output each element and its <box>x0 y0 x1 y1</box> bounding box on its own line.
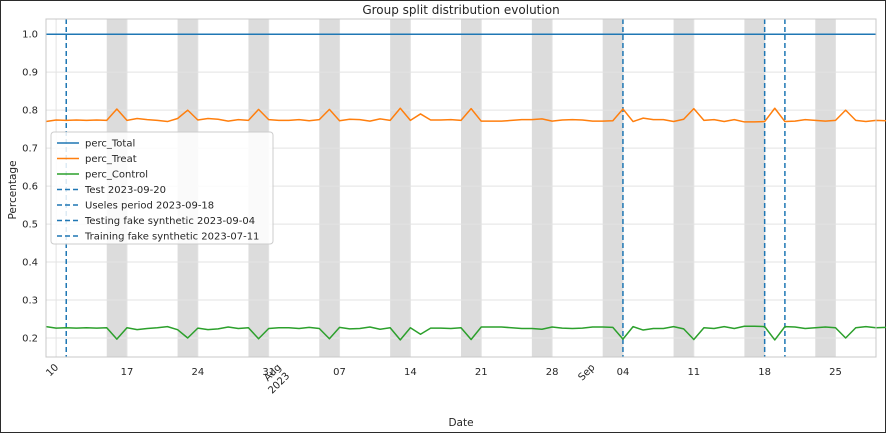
x-tick-text: Sep <box>576 362 597 383</box>
x-tick-text: 14 <box>404 367 417 378</box>
weekend-band <box>390 19 411 357</box>
y-tick-label: 0.5 <box>22 220 38 231</box>
x-tick-label: 31 <box>262 367 275 378</box>
legend-box <box>50 131 274 245</box>
x-axis-title: Date <box>448 417 473 429</box>
y-axis-title: Percentage <box>7 160 19 219</box>
y-tick-label: 1.0 <box>22 30 38 41</box>
x-tick-label: Sep <box>576 362 597 383</box>
y-tick-label: 0.6 <box>22 182 38 193</box>
grid-lines <box>46 19 876 357</box>
y-tick-label: 0.4 <box>22 258 38 269</box>
legend-label: perc_Treat <box>85 154 137 165</box>
weekend-band <box>319 19 340 357</box>
plot-border <box>45 18 877 358</box>
legend: perc_Total perc_Treat perc_Control Test 202… <box>50 131 274 245</box>
weekend-band <box>531 19 553 357</box>
x-tick-label: 14 <box>404 367 417 378</box>
series-line <box>45 325 886 341</box>
legend-label: Training fake synthetic 2023-07-11 <box>84 232 259 243</box>
x-tick-text: 11 <box>687 367 700 378</box>
x-tick-label: 28 <box>546 367 559 378</box>
x-tick-text: 18 <box>758 367 771 378</box>
x-tick-text: 25 <box>829 367 842 378</box>
x-tick-label: 21 <box>475 367 488 378</box>
weekend-band <box>673 19 694 357</box>
y-tick-label: 0.3 <box>22 296 38 307</box>
chart-title: Group split distribution evolution <box>362 3 559 17</box>
y-tick-label: 0.7 <box>22 144 38 155</box>
legend-label: Useles period 2023-09-18 <box>85 201 214 212</box>
x-tick-text: 17 <box>121 367 134 378</box>
event-lines <box>65 19 786 357</box>
legend-label: perc_Total <box>85 139 135 150</box>
x-tick-text: 07 <box>333 367 346 378</box>
weekend-band <box>602 19 623 357</box>
legend-label: Test 2023-09-20 <box>84 185 166 196</box>
x-tick-label: 07 <box>333 367 346 378</box>
series-line <box>45 107 886 123</box>
y-tick-label: 0.8 <box>22 106 38 117</box>
legend-label: Testing fake synthetic 2023-09-04 <box>84 216 255 227</box>
weekend-bands <box>106 19 836 357</box>
series-lines <box>45 33 886 341</box>
x-tick-text: 21 <box>475 367 488 378</box>
x-tick-text: 24 <box>191 367 204 378</box>
x-tick-label: 04 <box>617 367 630 378</box>
x-tick-text: 31 <box>262 367 275 378</box>
weekend-band <box>815 19 836 357</box>
x-tick-label: 25 <box>829 367 842 378</box>
weekend-band <box>461 19 482 357</box>
x-tick-label: 11 <box>687 367 700 378</box>
x-tick-text: 28 <box>546 367 559 378</box>
legend-label: perc_Control <box>85 170 148 181</box>
y-tick-labels: 0.2 0.3 0.4 0.5 0.6 0.7 0.8 0.9 1.0 <box>22 30 38 345</box>
x-tick-label: 10 <box>44 362 61 379</box>
x-tick-label: 24 <box>191 367 204 378</box>
weekend-band <box>744 19 765 357</box>
y-tick-label: 0.2 <box>22 334 38 345</box>
x-tick-label: 18 <box>758 367 771 378</box>
x-tick-label: 17 <box>121 367 134 378</box>
y-tick-label: 0.9 <box>22 68 38 79</box>
x-tick-text: 10 <box>44 362 61 379</box>
x-tick-text: 04 <box>617 367 630 378</box>
